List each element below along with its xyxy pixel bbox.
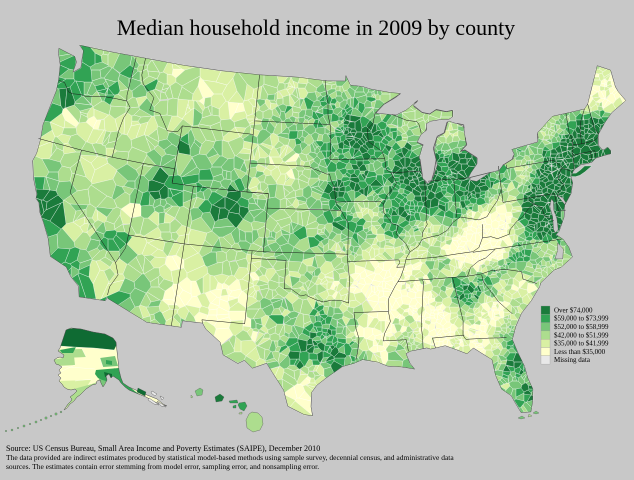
svg-text:$52,000 to $58,999: $52,000 to $58,999: [554, 323, 609, 331]
svg-text:$42,000 to $51,999: $42,000 to $51,999: [554, 331, 609, 339]
svg-text:Source: US Census Bureau, Smal: Source: US Census Bureau, Small Area Inc…: [6, 444, 320, 453]
svg-text:sources. The estimates contain: sources. The estimates contain error ste…: [6, 462, 319, 471]
svg-text:The data provided are indirect: The data provided are indirect estimates…: [6, 453, 454, 462]
svg-text:Median household income in 200: Median household income in 2009 by count…: [117, 15, 515, 40]
svg-text:Less than $35,000: Less than $35,000: [554, 348, 606, 356]
svg-text:$59,000 to $73,999: $59,000 to $73,999: [554, 315, 609, 323]
svg-text:$35,000 to $41,999: $35,000 to $41,999: [554, 340, 609, 348]
svg-text:Missing data: Missing data: [554, 356, 591, 364]
svg-text:Over $74,000: Over $74,000: [554, 306, 593, 314]
